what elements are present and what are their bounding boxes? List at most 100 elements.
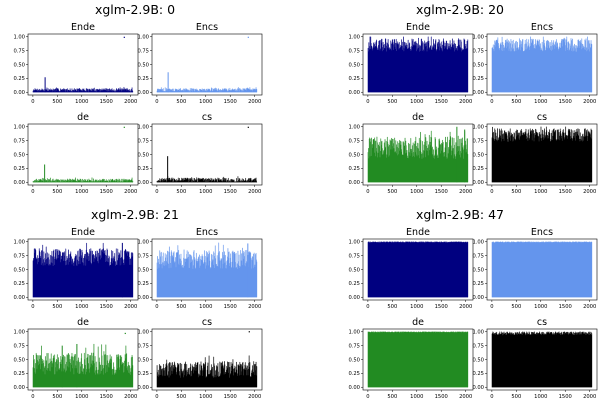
x-tick-label: 2000: [124, 189, 137, 195]
x-tick-label: 1500: [224, 189, 237, 195]
series-bars: [367, 241, 469, 298]
x-tick-label: 500: [387, 189, 397, 195]
x-tick-label: 500: [511, 99, 521, 105]
y-tick-label: 1.00: [348, 35, 360, 41]
y-tick-label: 0.75: [472, 253, 484, 259]
y-tick-label: 0.25: [472, 281, 484, 287]
x-tick-label: 0: [155, 99, 158, 105]
outlier-point: [247, 36, 249, 38]
y-tick-label: 0.75: [137, 343, 149, 349]
series-bars: [32, 343, 134, 388]
y-tick-label: 0.25: [348, 281, 360, 287]
y-tick-label: 0.00: [472, 385, 484, 391]
x-tick-label: 1000: [410, 99, 423, 105]
y-tick-label: 1.00: [348, 125, 360, 131]
y-tick-label: 1.00: [348, 330, 360, 336]
y-tick-label: 0.25: [13, 281, 25, 287]
x-tick-label: 1000: [410, 304, 423, 310]
y-tick-label: 0.00: [13, 295, 25, 301]
panel-title: cs: [537, 112, 547, 123]
y-tick-label: 0.50: [13, 267, 25, 273]
y-tick-label: 0.25: [137, 371, 149, 377]
y-tick-label: 0.00: [348, 385, 360, 391]
y-tick-label: 0.75: [472, 48, 484, 54]
y-tick-label: 0.00: [137, 90, 149, 96]
y-tick-label: 0.75: [348, 343, 360, 349]
x-tick-label: 1500: [559, 189, 572, 195]
panel-ende: Ende 0.00 0.25 0.50 0.75 1.00 0 500 1000 1500 2000: [348, 22, 474, 105]
panel-de: de 0.00 0.25 0.50 0.75 1.00 0 500 1000 1500 2000: [13, 112, 139, 195]
panel-ende: Ende 0.00 0.25 0.50 0.75 1.00 0 500 1000 1500 2000: [13, 22, 139, 105]
x-tick-label: 1000: [199, 304, 212, 310]
x-tick-label: 2000: [583, 304, 596, 310]
x-tick-label: 500: [52, 304, 62, 310]
y-tick-label: 0.50: [472, 152, 484, 158]
y-tick-label: 0.00: [13, 385, 25, 391]
y-tick-label: 1.00: [472, 330, 484, 336]
panel-encs: Encs 0.00 0.25 0.50 0.75 1.00 0 500 1000 1500 2000: [472, 22, 598, 105]
x-tick-label: 1000: [199, 99, 212, 105]
panel-cs: cs 0.00 0.25 0.50 0.75 1.00 0 500 1000 1500 2000: [137, 317, 263, 400]
y-tick-label: 0.75: [137, 138, 149, 144]
y-tick-label: 0.50: [13, 357, 25, 363]
panel-title: cs: [202, 112, 212, 123]
series-bars: [491, 126, 593, 183]
x-tick-label: 1000: [75, 304, 88, 310]
x-tick-label: 1500: [559, 304, 572, 310]
y-tick-label: 0.25: [472, 371, 484, 377]
y-tick-label: 0.25: [137, 166, 149, 172]
x-tick-label: 2000: [248, 304, 261, 310]
y-tick-label: 0.50: [472, 62, 484, 68]
x-tick-label: 0: [31, 394, 34, 400]
group-title: xglm-2.9B: 0: [95, 2, 175, 17]
outlier-point: [124, 332, 126, 335]
y-tick-label: 0.25: [13, 166, 25, 172]
panel-title: de: [77, 112, 89, 123]
y-tick-label: 0.75: [13, 253, 25, 259]
y-tick-label: 0.00: [348, 180, 360, 186]
x-tick-label: 1500: [559, 99, 572, 105]
x-tick-label: 0: [155, 189, 158, 195]
y-tick-label: 0.50: [348, 267, 360, 273]
outlier-point: [123, 36, 125, 38]
outlier-point: [247, 126, 249, 128]
y-tick-label: 1.00: [472, 240, 484, 246]
y-tick-label: 0.00: [137, 295, 149, 301]
group-title: xglm-2.9B: 21: [91, 207, 179, 222]
x-tick-label: 1500: [435, 189, 448, 195]
series-bars: [156, 176, 258, 183]
y-tick-label: 0.25: [348, 166, 360, 172]
x-tick-label: 0: [490, 189, 493, 195]
y-tick-label: 0.25: [472, 76, 484, 82]
x-tick-label: 2000: [583, 189, 596, 195]
series-bars: [367, 36, 469, 93]
x-tick-label: 2000: [124, 304, 137, 310]
y-tick-label: 1.00: [137, 125, 149, 131]
y-tick-label: 0.50: [137, 267, 149, 273]
x-tick-label: 0: [366, 394, 369, 400]
y-tick-label: 1.00: [13, 125, 25, 131]
y-tick-label: 0.00: [348, 90, 360, 96]
panel-title: Encs: [531, 22, 553, 33]
x-tick-label: 1000: [75, 99, 88, 105]
x-tick-label: 2000: [459, 99, 472, 105]
y-tick-label: 0.00: [137, 180, 149, 186]
x-tick-label: 500: [511, 189, 521, 195]
y-tick-label: 1.00: [13, 240, 25, 246]
x-tick-label: 500: [176, 189, 186, 195]
x-tick-label: 2000: [124, 394, 137, 400]
x-tick-label: 1000: [75, 189, 88, 195]
panel-title: Encs: [196, 22, 218, 33]
series-bars: [32, 177, 134, 183]
panel-title: Ende: [406, 22, 430, 33]
subplot-group-2: xglm-2.9B: 21 Ende 0.00 0.25 0.50 0.75 1.00 0 50…: [13, 207, 263, 400]
y-tick-label: 0.50: [137, 62, 149, 68]
panel-cs: cs 0.00 0.25 0.50 0.75 1.00 0 500 1000 1500 2000: [137, 112, 263, 195]
series-bars: [156, 87, 258, 93]
x-tick-label: 1500: [559, 394, 572, 400]
x-tick-label: 0: [31, 304, 34, 310]
x-tick-label: 0: [366, 99, 369, 105]
panel-title: Ende: [406, 227, 430, 238]
x-tick-label: 1000: [534, 394, 547, 400]
y-tick-label: 0.75: [13, 138, 25, 144]
